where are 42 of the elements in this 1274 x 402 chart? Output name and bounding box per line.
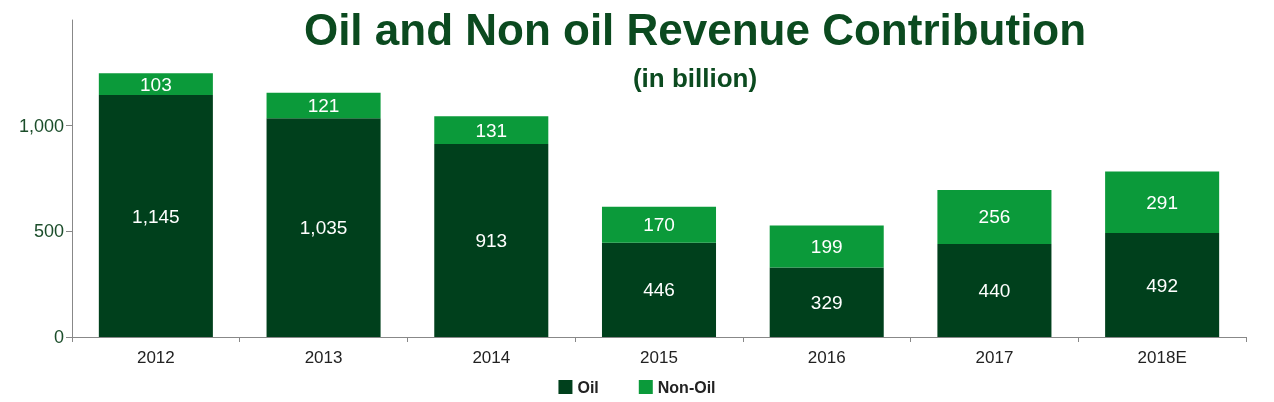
data-label: 291 xyxy=(1146,191,1178,213)
data-label: 1,145 xyxy=(132,205,180,227)
data-label: 103 xyxy=(140,73,172,95)
data-label: 121 xyxy=(307,94,340,116)
data-label: 170 xyxy=(643,214,675,236)
data-label: 440 xyxy=(978,280,1011,302)
bar xyxy=(601,206,717,243)
y-tick-label: 0 xyxy=(53,327,64,347)
x-tick-label: 2018E xyxy=(1137,348,1187,367)
bar xyxy=(769,225,884,268)
y-tick-label: 1,000 xyxy=(18,115,64,136)
bar xyxy=(434,144,549,337)
bar xyxy=(769,267,884,337)
data-label: 199 xyxy=(810,235,843,257)
bar xyxy=(266,118,381,337)
data-label: 913 xyxy=(475,230,508,252)
data-label: 256 xyxy=(978,206,1011,228)
data-label: 329 xyxy=(810,291,843,313)
x-tick-label: 2017 xyxy=(975,348,1014,367)
bar xyxy=(98,95,213,337)
x-tick-label: 2013 xyxy=(304,348,343,367)
bar xyxy=(601,242,717,337)
legend-label: Non-Oil xyxy=(657,378,716,396)
data-label: 1,035 xyxy=(299,217,348,239)
bar xyxy=(937,244,1052,337)
bar xyxy=(434,116,549,145)
legend-label: Oil xyxy=(577,378,599,396)
x-tick-label: 2014 xyxy=(472,348,511,367)
x-tick-label: 2015 xyxy=(640,348,678,367)
bar xyxy=(1105,233,1220,337)
x-tick-label: 2016 xyxy=(807,348,846,367)
bar xyxy=(266,92,381,119)
x-tick-label: 2012 xyxy=(136,348,175,367)
y-tick-label: 500 xyxy=(33,221,64,242)
data-label: 492 xyxy=(1146,274,1178,296)
data-label: 446 xyxy=(643,279,675,301)
bar xyxy=(937,189,1052,245)
bar xyxy=(98,73,213,96)
data-label: 131 xyxy=(475,119,508,141)
text: (in billion) xyxy=(632,63,758,93)
chart-title: Oil and Non oil Revenue Contribution xyxy=(303,4,1087,54)
bar xyxy=(1105,171,1220,234)
